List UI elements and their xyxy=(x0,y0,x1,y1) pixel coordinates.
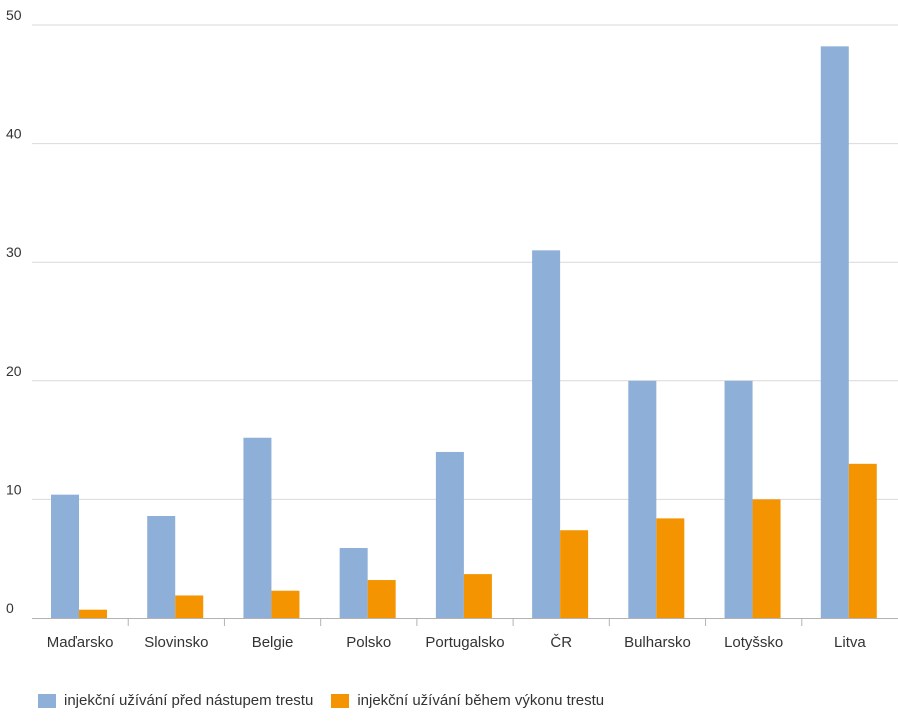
y-tick-label: 40 xyxy=(6,126,22,142)
x-tick-label: Litva xyxy=(834,634,866,651)
x-axis-ticks: Maďarsko Slovinsko Belgie Polsko Portugalsko… xyxy=(47,634,867,651)
x-tick-label: Portugalsko xyxy=(425,634,504,651)
legend-swatch-before-sentence xyxy=(38,693,56,708)
bar-before-sentence[interactable] xyxy=(243,437,272,618)
bar-during-sentence[interactable] xyxy=(463,574,492,618)
bar-during-sentence[interactable] xyxy=(560,530,589,618)
y-tick-label: 20 xyxy=(6,363,22,379)
y-tick-label: 10 xyxy=(6,481,22,497)
gridlines xyxy=(32,24,898,500)
bar-during-sentence[interactable] xyxy=(79,609,107,618)
x-tick-label: Slovinsko xyxy=(144,634,208,651)
bar-before-sentence[interactable] xyxy=(724,380,753,618)
bar-during-sentence[interactable] xyxy=(271,590,300,618)
bar-during-sentence[interactable] xyxy=(752,499,781,618)
legend-swatch-during-sentence xyxy=(331,693,350,708)
bar-before-sentence[interactable] xyxy=(532,250,561,618)
legend-label-before-sentence: injekční užívání před nástupem trestu xyxy=(64,692,314,709)
bar-during-sentence[interactable] xyxy=(175,595,204,618)
legend-item-during-sentence[interactable]: injekční užívání během výkonu trestu xyxy=(331,692,604,709)
y-tick-label: 30 xyxy=(6,244,22,260)
x-tick-label: Maďarsko xyxy=(47,634,114,651)
x-axis xyxy=(32,618,898,626)
y-tick-label: 0 xyxy=(6,600,14,616)
bar-during-sentence[interactable] xyxy=(848,463,877,618)
bar-before-sentence[interactable] xyxy=(628,380,657,618)
x-tick-label: Bulharsko xyxy=(624,634,691,651)
y-axis-ticks: 0 10 20 30 40 50 xyxy=(6,7,22,616)
bar-before-sentence[interactable] xyxy=(147,516,176,618)
x-tick-label: Polsko xyxy=(346,634,391,651)
legend-item-before-sentence[interactable]: injekční užívání před nástupem trestu xyxy=(38,692,313,709)
bar-during-sentence[interactable] xyxy=(656,518,685,618)
bar-before-sentence[interactable] xyxy=(820,46,849,618)
y-tick-label: 50 xyxy=(6,7,22,23)
bar-before-sentence[interactable] xyxy=(435,451,464,618)
bar-before-sentence[interactable] xyxy=(339,548,368,618)
x-tick-label: Belgie xyxy=(252,634,294,651)
legend-label-during-sentence: injekční užívání během výkonu trestu xyxy=(357,692,605,709)
bars xyxy=(51,46,877,618)
bar-before-sentence[interactable] xyxy=(51,494,79,618)
x-tick-label: ČR xyxy=(550,634,572,651)
x-tick-label: Lotyšsko xyxy=(724,634,783,651)
legend: injekční užívání před nástupem trestu in… xyxy=(38,692,604,709)
bar-during-sentence[interactable] xyxy=(367,580,396,618)
